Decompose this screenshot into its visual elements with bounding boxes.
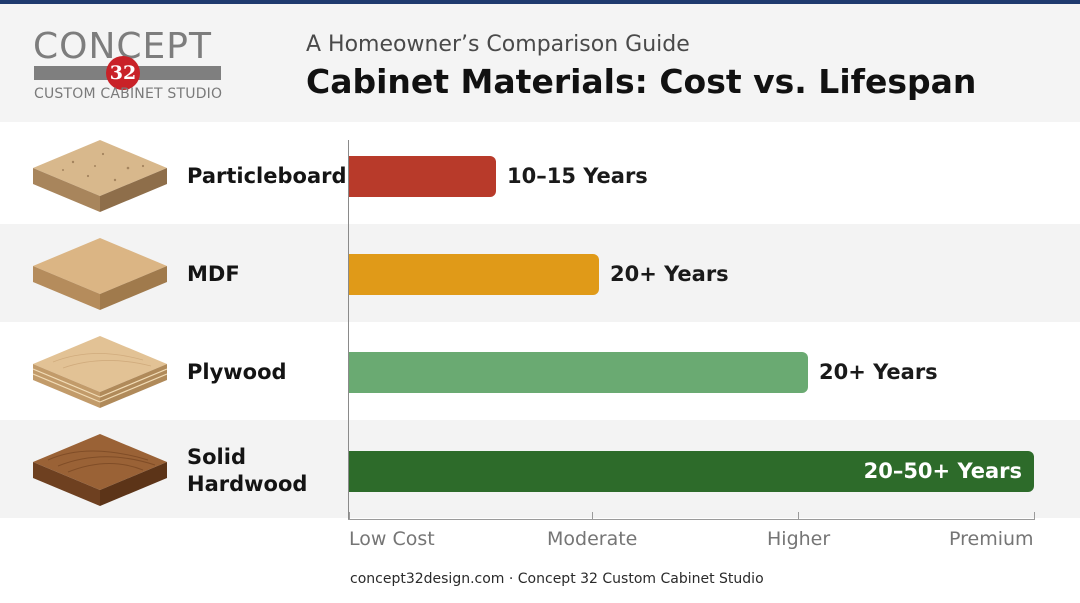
x-tick-mark	[798, 512, 799, 520]
plywood-swatch-icon	[33, 336, 167, 408]
bar-plywood	[349, 352, 808, 393]
row-band-particleboard	[0, 126, 1080, 224]
footer-credit: concept32design.com · Concept 32 Custom …	[350, 571, 764, 587]
x-tick-mark	[592, 512, 593, 520]
data-label-particleboard: 10–15 Years	[507, 164, 648, 188]
data-label-mdf: 20+ Years	[610, 262, 729, 286]
page-title: Cabinet Materials: Cost vs. Lifespan	[306, 62, 977, 101]
logo-tagline: CUSTOM CABINET STUDIO	[34, 86, 223, 102]
category-label-particleboard: Particleboard	[187, 164, 347, 188]
mdf-swatch-icon	[33, 238, 167, 310]
page-subtitle: A Homeowner’s Comparison Guide	[306, 32, 690, 57]
category-label-mdf: MDF	[187, 262, 240, 286]
x-axis-line	[348, 519, 1034, 520]
solid-hardwood-swatch-icon	[33, 434, 167, 506]
brand-logo: CONCEPT 32 CUSTOM CABINET STUDIO	[33, 26, 223, 106]
category-label-solid-hardwood: Solid Hardwood	[187, 445, 308, 496]
particleboard-swatch-icon	[33, 140, 167, 212]
category-label-plywood: Plywood	[187, 360, 287, 384]
bar-particleboard	[349, 156, 496, 197]
data-label-solid-hardwood: 20–50+ Years	[863, 459, 1022, 483]
header: CONCEPT 32 CUSTOM CABINET STUDIO A Homeo…	[0, 4, 1080, 122]
y-axis-line	[348, 140, 349, 520]
data-label-plywood: 20+ Years	[819, 360, 938, 384]
bar-solid-hardwood	[349, 451, 1034, 492]
top-accent-line	[0, 0, 1080, 4]
bar-mdf	[349, 254, 599, 295]
x-tick-mark	[1034, 512, 1035, 520]
x-tick-mark	[349, 512, 350, 520]
x-tick-label: Premium	[949, 528, 1034, 550]
x-tick-label: Higher	[767, 528, 831, 550]
logo-number-badge: 32	[106, 56, 140, 90]
x-tick-label: Low Cost	[349, 528, 435, 550]
x-tick-label: Moderate	[547, 528, 638, 550]
